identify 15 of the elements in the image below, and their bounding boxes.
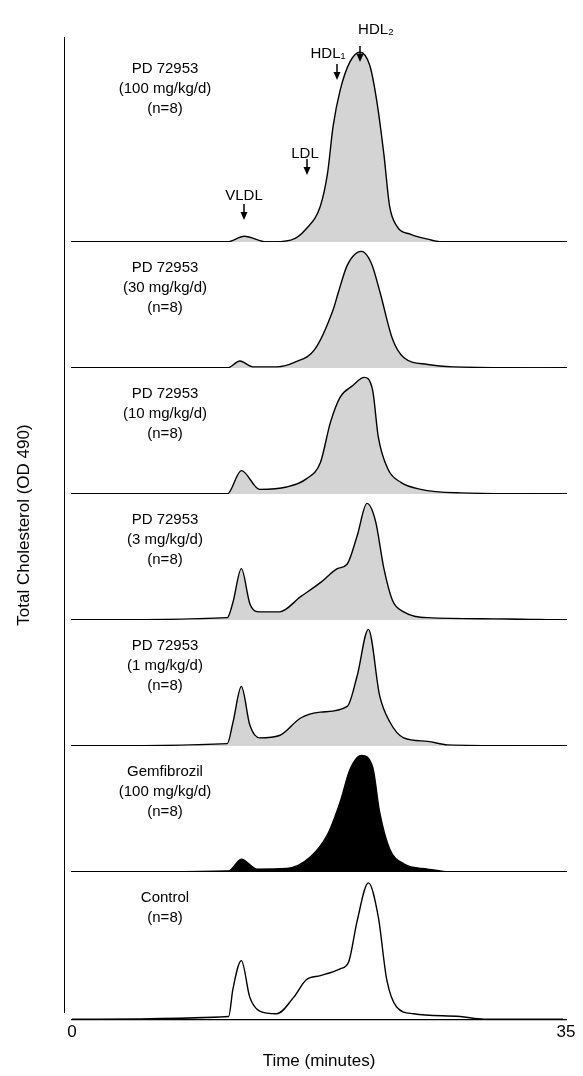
text: PD 72953 (1 mg/kg/d) (n=8): [127, 636, 203, 693]
text: Gemfibrozil (100 mg/kg/d) (n=8): [118, 762, 212, 819]
text: PD 72953 (30 mg/kg/d) (n=8): [122, 258, 208, 315]
x-tick-label: 35: [556, 1022, 576, 1042]
annotation: LDL: [291, 144, 319, 161]
text: HDL₂: [358, 20, 395, 37]
annotation: HDL₁: [310, 44, 346, 61]
text: PD 72953 (10 mg/kg/d) (n=8): [122, 384, 208, 441]
x-tick-label: 0: [67, 1022, 77, 1042]
x-axis-title: Time (minutes): [262, 1051, 376, 1071]
text: Control (n=8): [140, 888, 190, 925]
text: PD 72953 (3 mg/kg/d) (n=8): [127, 510, 203, 567]
annotation: VLDL: [225, 186, 263, 203]
y-axis-title: Total Cholesterol (OD 490): [14, 424, 34, 626]
text: PD 72953 (100 mg/kg/d) (n=8): [118, 59, 212, 116]
